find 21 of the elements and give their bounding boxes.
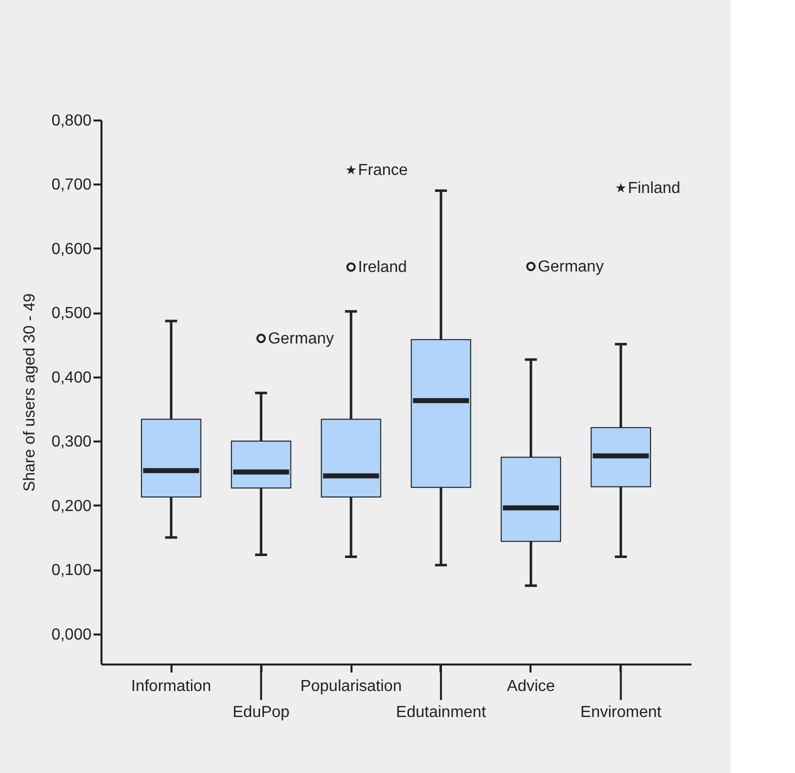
y-tick-label: 0,200 (51, 498, 92, 515)
annotation: Germany (268, 330, 334, 348)
y-tick-label: 0,600 (51, 240, 92, 258)
y-tick-label: 0,000 (51, 626, 92, 644)
y-axis-title: Share of users aged 30 - 49 (21, 293, 38, 492)
y-tick-label: 0,800 (51, 112, 92, 130)
x-tick-label: Edutainment (396, 704, 486, 721)
x-tick-label: Enviroment (580, 704, 662, 721)
annotation: France (358, 162, 408, 180)
y-tick-label: 0,700 (51, 176, 92, 194)
y-tick-label: 0,500 (51, 305, 92, 322)
annotation: Germany (538, 258, 604, 276)
x-tick-label: Popularisation (300, 678, 402, 695)
x-tick-label: Advice (506, 678, 556, 695)
y-tick-label: 0,300 (51, 434, 92, 451)
annotation: Finland (628, 180, 680, 198)
y-tick-label: 0,400 (51, 369, 92, 386)
y-tick-label: 0,100 (51, 562, 92, 580)
x-tick-label: EduPop (232, 704, 290, 721)
x-tick-label: Information (131, 678, 212, 695)
annotation: Ireland (358, 259, 407, 276)
